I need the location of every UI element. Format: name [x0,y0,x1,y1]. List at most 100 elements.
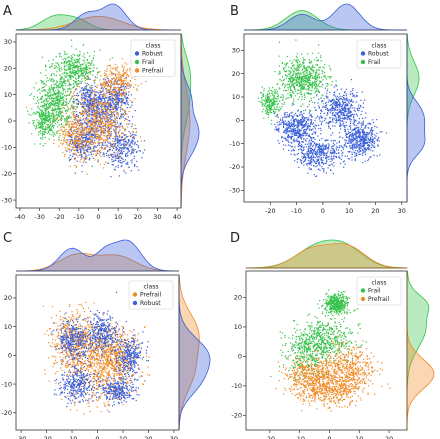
data-point [69,77,71,79]
data-point [53,103,55,105]
data-point [62,58,64,61]
data-point [133,143,135,145]
data-point [315,109,317,111]
data-point [55,118,58,120]
data-point [324,154,326,156]
data-point [300,148,303,151]
data-point [109,134,112,137]
data-point [42,106,44,108]
data-point [315,131,317,133]
data-point [134,165,136,167]
y-tick-label: 10 [4,91,12,99]
data-point [358,109,360,112]
data-point [339,98,341,100]
data-point [60,62,62,64]
data-point [104,147,106,149]
data-point [82,110,84,112]
data-point [336,145,338,147]
data-point [81,94,83,96]
data-point [118,90,121,92]
data-point [112,156,114,158]
data-point [77,99,79,101]
data-point [42,124,44,126]
data-point [69,135,71,137]
data-point [93,103,95,105]
data-point [121,89,123,91]
data-point [304,109,306,111]
data-point [116,154,118,156]
data-point [323,171,325,173]
data-point [107,118,109,120]
data-point [56,108,58,111]
data-point [283,116,285,118]
data-point [69,61,71,63]
data-point [107,85,109,87]
data-point [116,67,118,69]
data-point [326,146,328,149]
data-point [309,128,311,130]
data-point [322,143,324,145]
data-point [359,131,361,133]
data-point [328,109,330,111]
data-point [99,94,101,96]
data-point [109,114,111,116]
data-point [64,104,66,106]
data-point [347,116,349,118]
data-point [72,142,74,144]
data-point [107,81,109,83]
data-point [82,60,84,62]
data-point [54,94,57,96]
data-point [114,143,116,145]
data-point [299,131,301,133]
data-point [94,100,96,102]
data-point [134,164,136,166]
data-point [81,68,83,70]
data-point [89,94,91,96]
data-point [62,97,64,99]
data-point [73,127,75,129]
data-point [84,103,86,105]
data-point [117,164,119,166]
data-point [90,101,92,103]
data-point [76,60,78,62]
data-point [109,118,111,120]
data-point [57,104,59,107]
data-point [71,75,74,77]
data-point [50,126,52,128]
data-point [91,114,93,116]
data-point [327,122,329,124]
data-point [92,110,94,112]
data-point [325,156,327,158]
data-point [92,150,94,152]
data-point [61,62,63,64]
data-point [98,95,100,98]
data-point [323,163,325,165]
data-point [109,149,111,151]
data-point [115,127,117,129]
data-point [80,155,82,157]
data-point [92,74,94,76]
data-point [92,133,94,135]
data-point [120,117,122,119]
data-point [85,156,87,158]
data-point [121,147,123,149]
data-point [106,137,108,139]
data-point [316,153,318,155]
data-point [99,84,101,86]
data-point [91,103,94,105]
data-point [56,132,58,134]
data-point [117,152,119,154]
data-point [73,144,75,146]
data-point [117,113,119,115]
data-point [113,89,115,91]
data-point [298,130,300,132]
data-point [290,115,292,117]
data-point [50,124,52,126]
data-point [63,118,66,120]
data-point [95,155,97,157]
data-point [41,135,43,137]
data-point [86,101,89,103]
data-point [63,51,66,53]
data-point [98,124,100,126]
data-point [94,136,96,138]
